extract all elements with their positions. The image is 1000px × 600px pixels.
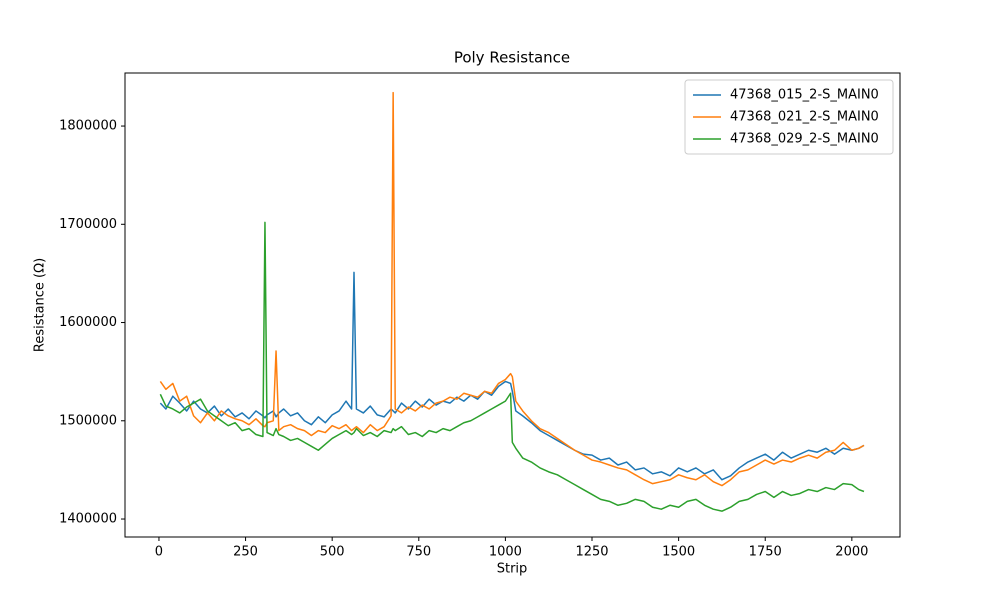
- y-tick-label: 1700000: [59, 217, 117, 232]
- legend-label: 47368_015_2-S_MAIN0: [730, 88, 879, 103]
- x-tick-label: 1500: [662, 545, 695, 560]
- y-tick-label: 1500000: [59, 413, 117, 428]
- y-tick-label: 1800000: [59, 119, 117, 134]
- y-tick-label: 1400000: [59, 512, 117, 527]
- legend: 47368_015_2-S_MAIN0 47368_021_2-S_MAIN0 47…: [684, 79, 894, 155]
- x-tick-label: 500: [320, 545, 345, 560]
- y-tick-label: 1600000: [59, 315, 117, 330]
- data-line: [159, 221, 865, 512]
- y-axis-label: Resistance (Ω): [33, 258, 48, 352]
- legend-label: 47368_021_2-S_MAIN0: [730, 110, 879, 125]
- x-tick-label: 2000: [835, 545, 868, 560]
- plot-area: [159, 91, 865, 512]
- x-axis-label: Strip: [497, 562, 528, 577]
- chart-title: Poly Resistance: [454, 49, 570, 67]
- axes-frame: [124, 72, 901, 538]
- x-tick-label: 250: [233, 545, 258, 560]
- legend-box: [684, 79, 894, 155]
- x-tick-label: 750: [406, 545, 431, 560]
- legend-label: 47368_029_2-S_MAIN0: [730, 132, 879, 147]
- x-tick-label: 0: [155, 545, 163, 560]
- x-tick-label: 1750: [749, 545, 782, 560]
- x-tick-label: 1250: [575, 545, 608, 560]
- x-tick-label: 1000: [489, 545, 522, 560]
